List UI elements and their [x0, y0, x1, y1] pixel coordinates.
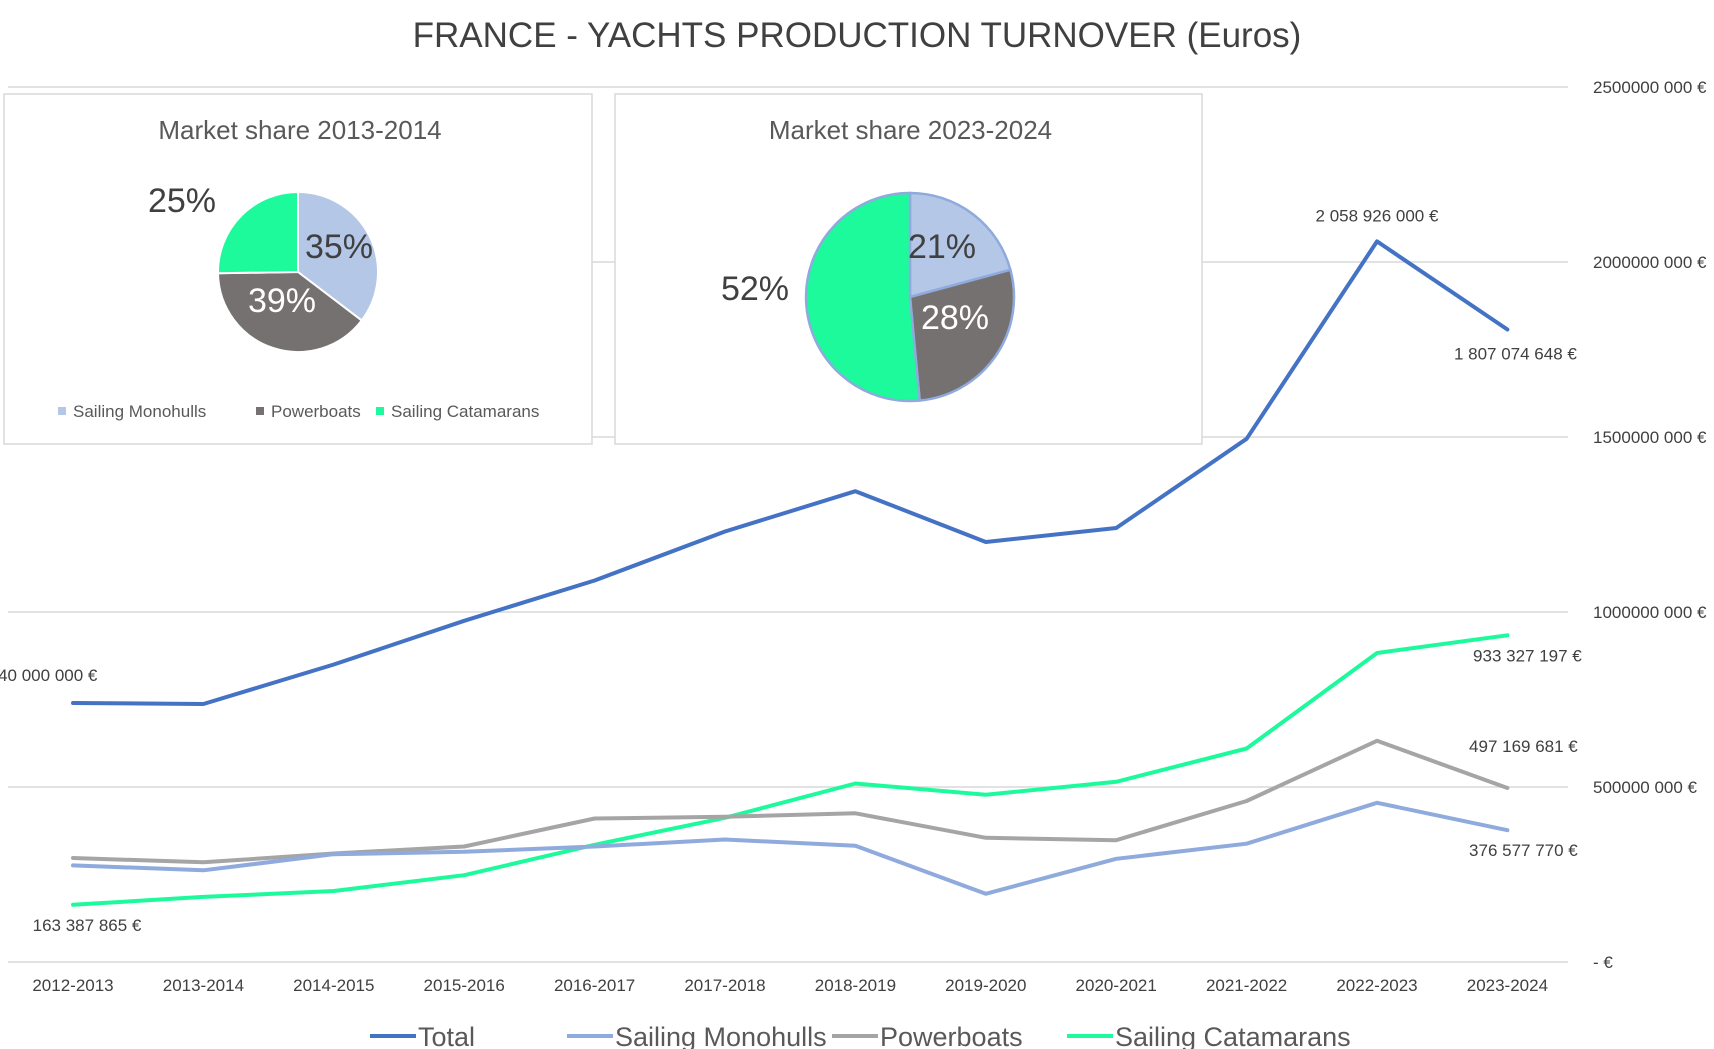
pie-slice — [908, 268, 1016, 402]
pie-value-label: 28% — [921, 299, 989, 337]
data-label: 1 807 074 648 € — [1454, 345, 1577, 364]
y-tick-label: 1500000 000 € — [1593, 428, 1707, 447]
y-tick-label: 500000 000 € — [1593, 778, 1698, 797]
x-tick-label: 2016-2017 — [554, 976, 635, 995]
data-label: 497 169 681 € — [1469, 737, 1578, 756]
x-tick-label: 2023-2024 — [1467, 976, 1548, 995]
x-tick-label: 2019-2020 — [945, 976, 1026, 995]
series-lines — [71, 239, 1510, 907]
x-tick-label: 2013-2014 — [163, 976, 244, 995]
data-label: 376 577 770 € — [1469, 841, 1578, 860]
pie-value-label: 25% — [148, 182, 216, 220]
x-tick-label: 2021-2022 — [1206, 976, 1287, 995]
pie-slice — [217, 190, 299, 275]
pie-insets: Market share 2013-2014 35% 39% 25% Sailing M… — [3, 93, 1203, 445]
pie-slice — [804, 191, 922, 403]
data-labels: 740 000 000 € 2 058 926 000 € 1 807 074 64… — [0, 206, 1582, 934]
y-tick-label: - € — [1593, 953, 1613, 972]
line-legend: Total Sailing Monohulls Powerboats Sailing … — [370, 1022, 1351, 1049]
pie-value-label: 52% — [721, 270, 789, 308]
x-tick-label: 2017-2018 — [684, 976, 765, 995]
pie-legend-label: Powerboats — [271, 402, 361, 421]
pie-value-label: 21% — [908, 228, 976, 266]
chart-title: FRANCE - YACHTS PRODUCTION TURNOVER (Eur… — [413, 16, 1302, 55]
pie-legend-label: Sailing Catamarans — [391, 402, 539, 421]
data-label: 740 000 000 € — [0, 666, 98, 685]
y-tick-label: 1000000 000 € — [1593, 603, 1707, 622]
legend-label: Sailing Monohulls — [615, 1022, 827, 1049]
legend-label: Total — [418, 1022, 475, 1049]
series-line-sailing-catamarans — [71, 633, 1510, 907]
pie-legend-swatch — [376, 407, 384, 415]
pie-value-label: 35% — [305, 228, 373, 266]
x-tick-label: 2022-2023 — [1336, 976, 1417, 995]
x-tick-label: 2014-2015 — [293, 976, 374, 995]
x-axis-ticks: 2012-2013 2013-2014 2014-2015 2015-2016 2016… — [32, 976, 1548, 995]
pie-legend-swatch — [256, 407, 264, 415]
pie-legend-label: Sailing Monohulls — [73, 402, 206, 421]
pie-title: Market share 2023-2024 — [769, 115, 1052, 145]
x-tick-label: 2018-2019 — [815, 976, 896, 995]
data-label: 933 327 197 € — [1473, 646, 1582, 665]
series-line-total — [71, 239, 1510, 706]
pie-legend-swatch — [58, 407, 66, 415]
x-tick-label: 2015-2016 — [424, 976, 505, 995]
legend-label: Sailing Catamarans — [1115, 1022, 1351, 1049]
y-tick-label: 2500000 000 € — [1593, 78, 1707, 97]
pie-chart-1: Market share 2013-2014 35% 39% 25% Sailing M… — [3, 93, 593, 445]
x-tick-label: 2012-2013 — [32, 976, 113, 995]
pie-chart-2: Market share 2023-2024 21% 28% 52% — [614, 93, 1203, 445]
data-label: 2 058 926 000 € — [1316, 206, 1439, 225]
pie-value-label: 39% — [248, 282, 316, 320]
x-tick-label: 2020-2021 — [1076, 976, 1157, 995]
data-label: 163 387 865 € — [33, 916, 142, 935]
y-axis-ticks: - € 500000 000 € 1000000 000 € 1500000 000 … — [1593, 78, 1707, 972]
pie-slice — [216, 270, 364, 353]
y-tick-label: 2000000 000 € — [1593, 253, 1707, 272]
legend-label: Powerboats — [880, 1022, 1023, 1049]
pie-slice — [908, 191, 1012, 299]
pie-slice — [297, 190, 379, 322]
series-line-sailing-monohulls — [71, 800, 1510, 896]
pie-title: Market share 2013-2014 — [158, 115, 441, 145]
